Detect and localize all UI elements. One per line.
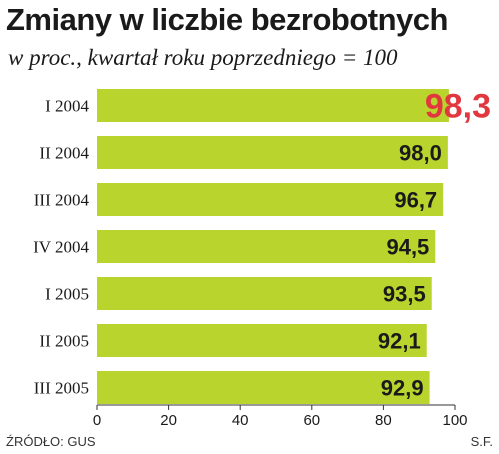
value-label: 98,3	[425, 88, 491, 126]
x-tick-label: 0	[93, 412, 101, 429]
x-tick-label: 100	[442, 412, 467, 429]
category-label: IV 2004	[33, 238, 89, 257]
bar	[97, 136, 448, 169]
bar	[97, 89, 449, 122]
bar	[97, 324, 427, 357]
value-label: 92,1	[378, 329, 421, 354]
bar	[97, 183, 444, 216]
source-note: ŹRÓDŁO: GUS	[6, 434, 96, 449]
bar	[97, 371, 430, 404]
x-tick-label: 20	[160, 412, 177, 429]
category-label: III 2005	[34, 379, 89, 398]
category-label: I 2005	[45, 285, 89, 304]
author-credit: S.F.	[470, 434, 493, 449]
x-tick-label: 60	[303, 412, 320, 429]
category-label: II 2005	[39, 332, 89, 351]
value-label: 98,0	[399, 141, 442, 166]
chart-subtitle: w proc., kwartał roku poprzedniego = 100	[8, 45, 398, 70]
chart-title: Zmiany w liczbie bezrobotnych	[6, 2, 448, 37]
value-label: 94,5	[386, 235, 429, 260]
bar	[97, 230, 436, 263]
value-label: 93,5	[383, 282, 426, 307]
value-label: 92,9	[381, 376, 424, 401]
x-tick-label: 40	[232, 412, 249, 429]
category-label: I 2004	[45, 97, 89, 116]
category-label: III 2004	[34, 191, 90, 210]
bar-chart: I 2004 98,3 II 2004 98,0 III 2004 96,7 IV 2004…	[33, 88, 491, 430]
category-label: II 2004	[39, 144, 89, 163]
bar	[97, 277, 432, 310]
value-label: 96,7	[394, 188, 437, 213]
x-tick-label: 80	[375, 412, 392, 429]
